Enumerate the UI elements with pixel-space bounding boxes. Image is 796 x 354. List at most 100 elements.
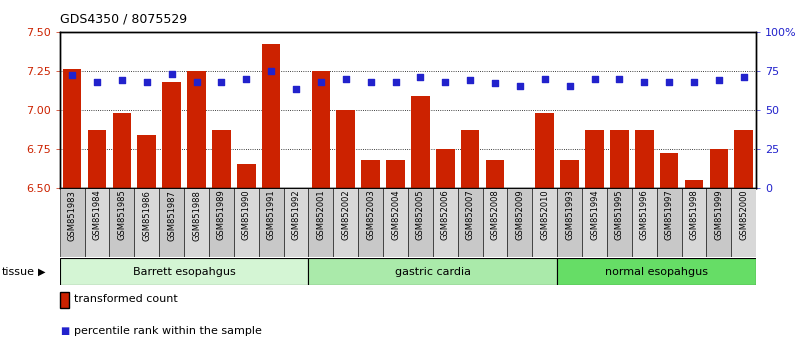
Text: Barrett esopahgus: Barrett esopahgus — [133, 267, 236, 277]
Point — [66, 73, 79, 78]
Point — [588, 76, 601, 81]
Point — [389, 79, 402, 85]
Text: GSM852007: GSM852007 — [466, 190, 474, 240]
Text: GSM851990: GSM851990 — [242, 190, 251, 240]
Bar — [660, 153, 678, 188]
Bar — [184, 188, 209, 257]
Bar — [735, 130, 753, 188]
Text: GSM852008: GSM852008 — [490, 190, 500, 240]
Point — [439, 79, 451, 85]
Text: ▶: ▶ — [38, 267, 45, 276]
Bar — [582, 188, 607, 257]
Text: gastric cardia: gastric cardia — [395, 267, 470, 277]
Text: GSM852009: GSM852009 — [515, 190, 525, 240]
Point — [290, 87, 302, 92]
Text: GSM852000: GSM852000 — [739, 190, 748, 240]
Point — [564, 84, 576, 89]
Bar — [709, 149, 728, 188]
Point — [140, 79, 153, 85]
Text: GSM851992: GSM851992 — [291, 190, 301, 240]
Text: GSM851984: GSM851984 — [92, 190, 102, 240]
Bar — [112, 113, 131, 188]
Point — [240, 76, 252, 81]
Bar — [334, 188, 358, 257]
Bar — [311, 71, 330, 188]
Text: tissue: tissue — [2, 267, 34, 276]
Bar — [383, 188, 408, 257]
Bar — [84, 188, 109, 257]
Text: GSM851985: GSM851985 — [117, 190, 127, 240]
Text: GSM851994: GSM851994 — [590, 190, 599, 240]
Text: GSM851993: GSM851993 — [565, 190, 574, 240]
Bar — [88, 130, 107, 188]
Point — [115, 77, 128, 83]
Bar — [60, 258, 308, 285]
Bar — [657, 188, 681, 257]
Bar — [610, 130, 629, 188]
Bar — [109, 188, 135, 257]
Bar — [283, 188, 308, 257]
Bar — [482, 188, 507, 257]
Text: transformed count: transformed count — [74, 294, 178, 304]
Bar — [361, 160, 380, 188]
Bar — [436, 149, 455, 188]
Bar — [138, 135, 156, 188]
Point — [215, 79, 228, 85]
Point — [464, 77, 477, 83]
Point — [712, 77, 725, 83]
Bar — [212, 130, 231, 188]
Bar — [408, 188, 433, 257]
Bar — [732, 188, 756, 257]
Text: GSM852010: GSM852010 — [540, 190, 549, 240]
Bar — [486, 160, 505, 188]
Point — [663, 79, 676, 85]
Bar — [209, 188, 234, 257]
Point — [166, 71, 178, 77]
Text: GSM851991: GSM851991 — [267, 190, 275, 240]
Text: normal esopahgus: normal esopahgus — [605, 267, 708, 277]
Bar — [557, 188, 582, 257]
Bar — [706, 188, 732, 257]
Point — [513, 84, 526, 89]
Bar — [162, 82, 181, 188]
Bar — [681, 188, 706, 257]
Text: GSM851987: GSM851987 — [167, 190, 176, 241]
Text: GSM852001: GSM852001 — [316, 190, 326, 240]
Bar — [159, 188, 184, 257]
Text: GSM851995: GSM851995 — [615, 190, 624, 240]
Bar — [533, 188, 557, 257]
Text: GSM852004: GSM852004 — [391, 190, 400, 240]
Bar — [259, 188, 283, 257]
Point — [613, 76, 626, 81]
Text: GSM851997: GSM851997 — [665, 190, 673, 240]
Text: GSM851998: GSM851998 — [689, 190, 699, 240]
Text: GSM852003: GSM852003 — [366, 190, 375, 240]
Bar — [386, 160, 405, 188]
Bar — [337, 110, 355, 188]
Bar — [237, 164, 256, 188]
Bar — [632, 188, 657, 257]
Text: GSM851989: GSM851989 — [217, 190, 226, 240]
Text: GSM851988: GSM851988 — [192, 190, 201, 241]
Point — [414, 74, 427, 80]
Bar — [560, 160, 579, 188]
Point — [190, 79, 203, 85]
Bar — [585, 130, 604, 188]
Bar — [308, 258, 557, 285]
Text: GSM852002: GSM852002 — [341, 190, 350, 240]
Bar — [358, 188, 383, 257]
Text: GSM852005: GSM852005 — [416, 190, 425, 240]
Bar — [507, 188, 533, 257]
Text: percentile rank within the sample: percentile rank within the sample — [74, 326, 262, 336]
Bar — [262, 44, 280, 188]
Point — [538, 76, 551, 81]
Bar — [308, 188, 334, 257]
Bar — [461, 130, 479, 188]
Point — [91, 79, 103, 85]
Point — [688, 79, 700, 85]
Point — [339, 76, 352, 81]
Bar — [433, 188, 458, 257]
Point — [638, 79, 650, 85]
Point — [489, 80, 501, 86]
Bar — [234, 188, 259, 257]
